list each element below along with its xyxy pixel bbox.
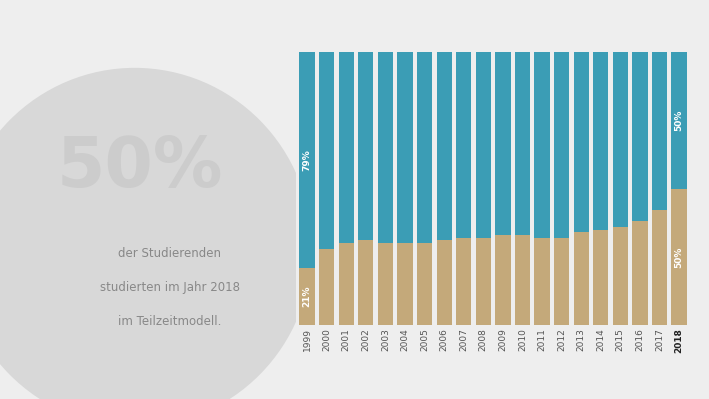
Bar: [299, 268, 315, 325]
Bar: [299, 52, 315, 268]
Bar: [613, 227, 628, 325]
Bar: [378, 52, 393, 243]
Bar: [613, 52, 628, 227]
Bar: [397, 52, 413, 243]
Bar: [632, 221, 647, 325]
Bar: [574, 52, 589, 232]
Bar: [339, 52, 354, 243]
Bar: [574, 232, 589, 325]
Bar: [671, 52, 687, 188]
Bar: [652, 210, 667, 325]
Bar: [417, 52, 432, 243]
Text: 50%: 50%: [57, 134, 223, 201]
Bar: [593, 229, 608, 325]
Bar: [652, 52, 667, 210]
Bar: [397, 243, 413, 325]
Bar: [496, 235, 510, 325]
Bar: [632, 52, 647, 221]
Bar: [437, 52, 452, 241]
Bar: [358, 52, 374, 241]
Text: 50%: 50%: [674, 246, 683, 268]
Bar: [496, 52, 510, 235]
Text: 79%: 79%: [303, 149, 312, 171]
Bar: [593, 52, 608, 229]
Bar: [554, 238, 569, 325]
Bar: [476, 52, 491, 238]
Text: 50%: 50%: [674, 109, 683, 131]
Bar: [515, 235, 530, 325]
Bar: [319, 249, 335, 325]
Bar: [319, 52, 335, 249]
Bar: [417, 243, 432, 325]
Bar: [515, 52, 530, 235]
Bar: [476, 238, 491, 325]
Ellipse shape: [0, 68, 312, 399]
Bar: [535, 52, 549, 238]
Text: 50%: 50%: [57, 134, 223, 201]
Text: 21%: 21%: [303, 286, 312, 307]
Bar: [437, 241, 452, 325]
Bar: [456, 238, 471, 325]
Text: im Teilzeitmodell.: im Teilzeitmodell.: [118, 315, 221, 328]
Bar: [358, 241, 374, 325]
Bar: [378, 243, 393, 325]
Text: studierten im Jahr 2018: studierten im Jahr 2018: [100, 281, 240, 294]
Bar: [535, 238, 549, 325]
Bar: [671, 188, 687, 325]
Bar: [339, 243, 354, 325]
Text: der Studierenden: der Studierenden: [118, 247, 221, 260]
Bar: [554, 52, 569, 238]
Bar: [456, 52, 471, 238]
